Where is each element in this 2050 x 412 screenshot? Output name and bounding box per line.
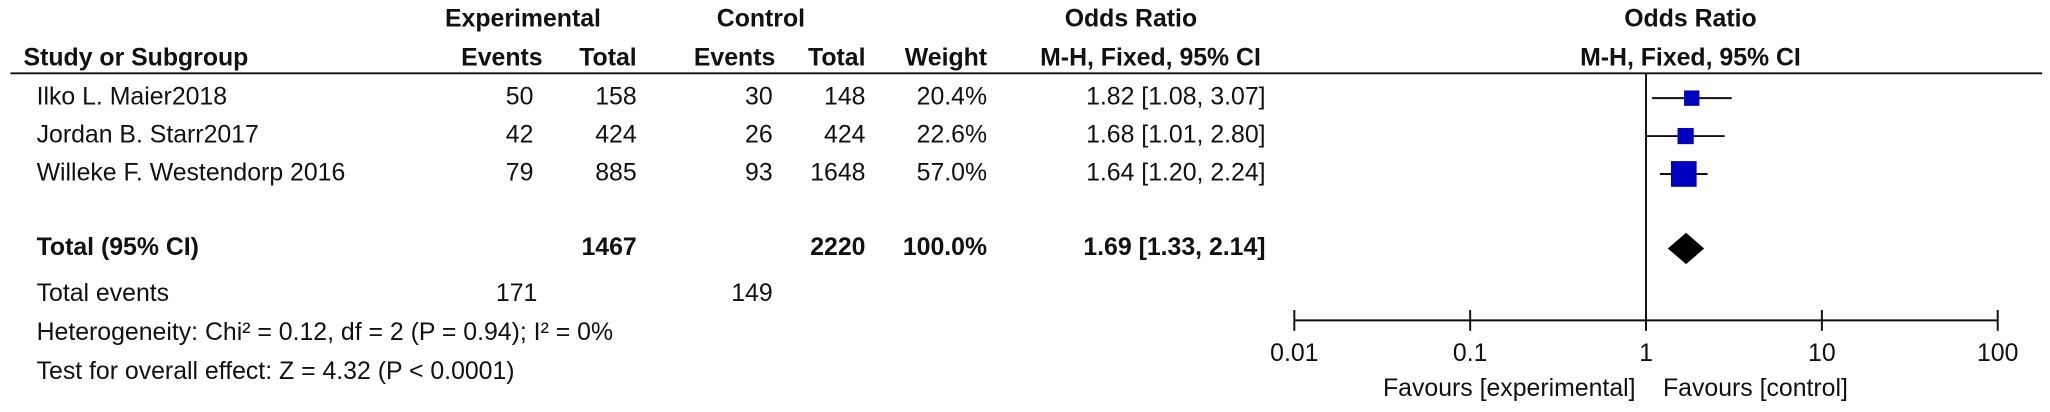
events-exp: 42	[506, 122, 534, 149]
column-header: M-H, Fixed, 95% CI	[1580, 44, 1801, 71]
x-tick-label: 1	[1639, 340, 1653, 367]
column-header: Total	[579, 44, 636, 71]
study-name: Jordan B. Starr2017	[37, 122, 259, 149]
events-ctl: 93	[745, 160, 773, 187]
study-marker	[1670, 161, 1697, 187]
ci-label: 1.82 [1.08, 3.07]	[1086, 84, 1265, 111]
group-header: Odds Ratio	[1624, 5, 1756, 32]
total-exp: 885	[595, 160, 636, 187]
column-header: Total	[808, 44, 865, 71]
study-marker	[1677, 127, 1694, 145]
overall-effect: Test for overall effect: Z = 4.32 (P < 0…	[37, 358, 515, 385]
total-events-label: Total events	[37, 280, 170, 307]
weight: 20.4%	[917, 84, 987, 111]
column-header: Study or Subgroup	[24, 44, 249, 71]
column-header: Events	[694, 44, 775, 71]
events-ctl: 30	[745, 84, 773, 111]
total-name: Total (95% CI)	[37, 234, 199, 261]
group-header: Experimental	[445, 5, 601, 32]
total-ctl: 1648	[810, 160, 865, 187]
column-header: M-H, Fixed, 95% CI	[1040, 44, 1261, 71]
favours-label: Favours [control]	[1663, 375, 1848, 402]
weight: 57.0%	[917, 160, 987, 187]
column-header: Weight	[905, 44, 987, 71]
total-events-exp: 171	[496, 280, 537, 307]
heterogeneity: Heterogeneity: Chi² = 0.12, df = 2 (P = …	[37, 319, 613, 346]
total-exp: 158	[595, 84, 636, 111]
events-ctl: 26	[745, 122, 773, 149]
x-tick-label: 0.01	[1270, 340, 1318, 367]
total-exp: 424	[595, 122, 637, 149]
weight: 22.6%	[917, 122, 987, 149]
events-exp: 79	[506, 160, 534, 187]
x-tick-label: 100	[1977, 340, 2018, 367]
group-header: Control	[717, 5, 805, 32]
total-events-ctl: 149	[731, 280, 772, 307]
total-exp: 1467	[581, 234, 636, 261]
x-tick-label: 10	[1808, 340, 1836, 367]
study-name: Ilko L. Maier2018	[37, 84, 227, 111]
total-diamond	[1667, 232, 1705, 265]
total-weight: 100.0%	[903, 234, 987, 261]
events-exp: 50	[506, 84, 534, 111]
study-marker	[1684, 90, 1700, 106]
total-ci-label: 1.69 [1.33, 2.14]	[1083, 234, 1265, 261]
total-ctl: 424	[824, 122, 866, 149]
ci-label: 1.68 [1.01, 2.80]	[1086, 122, 1265, 149]
ci-label: 1.64 [1.20, 2.24]	[1086, 160, 1265, 187]
total-ctl: 2220	[810, 234, 865, 261]
column-header: Events	[461, 44, 542, 71]
group-header: Odds Ratio	[1065, 5, 1197, 32]
favours-label: Favours [experimental]	[1383, 375, 1636, 402]
x-tick-label: 0.1	[1453, 340, 1488, 367]
study-name: Willeke F. Westendorp 2016	[37, 160, 346, 187]
total-ctl: 148	[824, 84, 865, 111]
